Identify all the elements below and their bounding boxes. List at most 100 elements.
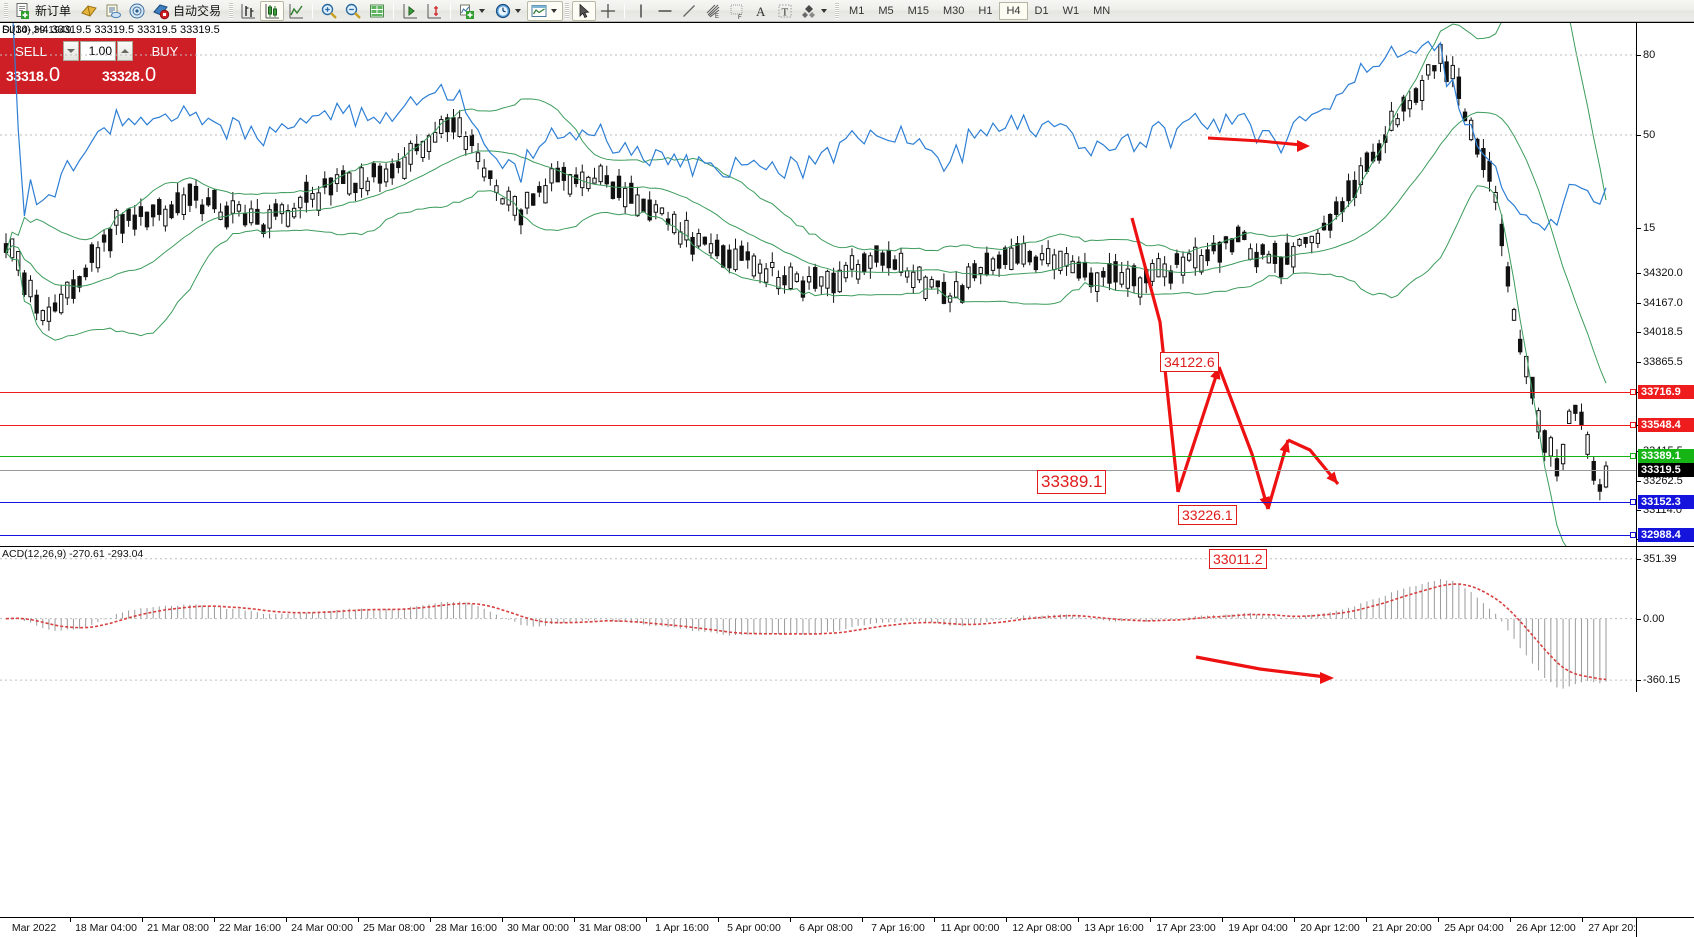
text-button[interactable]: A: [749, 1, 773, 21]
channel-button[interactable]: F: [725, 1, 749, 21]
label-button[interactable]: T: [773, 1, 797, 21]
bar-chart-button[interactable]: [236, 1, 260, 21]
level-handle-resistance-2[interactable]: [1630, 421, 1636, 428]
annotation-label[interactable]: 33226.1: [1178, 505, 1237, 525]
tile-windows-button[interactable]: [365, 1, 389, 21]
scroll-end-button[interactable]: [398, 1, 422, 21]
level-line-resistance-1[interactable]: [0, 391, 1636, 393]
time-tick-label: 6 Apr 08:00: [799, 922, 853, 934]
rsi-pane[interactable]: SI(14) 39.1949 80 50 15: [0, 22, 1694, 247]
time-tick: [214, 918, 215, 922]
timeframe-button-d1[interactable]: D1: [1034, 4, 1049, 17]
rsi-chart-svg: [0, 23, 1636, 232]
time-tick: [502, 918, 503, 922]
toolbar-grip-2[interactable]: [229, 2, 234, 19]
rsi-axis[interactable]: 80 50 15: [1636, 23, 1694, 247]
timeframe-button-m5[interactable]: M5: [878, 4, 894, 17]
price-pane[interactable]: 35521.535373.035220.035071.534918.534770…: [0, 22, 1694, 546]
candlestick-chart-button[interactable]: [260, 0, 285, 21]
annotation-label[interactable]: 33011.2: [1209, 549, 1267, 569]
auto-trading-button[interactable]: 自动交易: [149, 1, 227, 21]
timeframe-button-h4[interactable]: H4: [999, 1, 1028, 20]
toolbar-grip-4[interactable]: [835, 2, 840, 19]
indicators-dropdown-caret[interactable]: [479, 8, 486, 13]
chart-shift-button[interactable]: [422, 1, 446, 21]
macd-trend-arrow[interactable]: [1195, 655, 1334, 684]
toolbar-grip[interactable]: [4, 2, 8, 19]
period-button[interactable]: [491, 1, 527, 21]
new-order-icon: [14, 2, 32, 20]
level-line-resistance-2[interactable]: [0, 424, 1636, 426]
timeframe-button-m30[interactable]: M30: [943, 4, 965, 17]
level-handle-resistance-1[interactable]: [1630, 388, 1636, 395]
cursor-button[interactable]: [572, 0, 597, 21]
chart-container[interactable]: 35521.535373.035220.035071.534918.534770…: [0, 22, 1694, 937]
macd-axis[interactable]: 351.39 0.00 -360.15: [1636, 547, 1694, 692]
buy-price[interactable]: 33328.0: [96, 64, 196, 94]
shapes-button[interactable]: [797, 1, 833, 21]
shapes-icon: [800, 2, 818, 20]
time-tick-label: 5 Apr 00:00: [727, 922, 781, 934]
timeframe-button-h1[interactable]: H1: [978, 4, 993, 17]
level-handle-support-2[interactable]: [1630, 531, 1636, 538]
time-tick: [718, 918, 719, 922]
annotation-label[interactable]: 34122.6: [1160, 352, 1219, 372]
level-line-current-price[interactable]: [0, 469, 1636, 471]
macd-tick: [1637, 680, 1641, 682]
price-tag-pivot[interactable]: 33389.1: [1638, 448, 1694, 463]
volume-stepper[interactable]: 1.00: [62, 38, 134, 64]
time-tick-label: 31 Mar 08:00: [579, 922, 641, 934]
indicators-button[interactable]: [455, 1, 491, 21]
toolbar-grip-3[interactable]: [565, 2, 570, 19]
crosshair-button[interactable]: [596, 1, 620, 21]
navigator-button[interactable]: [125, 1, 149, 21]
timeframe-button-m1[interactable]: M1: [849, 4, 865, 17]
level-handle-support-1[interactable]: [1630, 499, 1636, 506]
zoom-in-button[interactable]: [317, 1, 341, 21]
data-window-button[interactable]: [101, 1, 125, 21]
volume-decrease-button[interactable]: [63, 41, 79, 61]
trendline-button[interactable]: [677, 1, 701, 21]
price-tag-support-2[interactable]: 32988.4: [1638, 527, 1694, 542]
sell-button[interactable]: SELL: [0, 38, 62, 64]
timeframe-button-m15[interactable]: M15: [907, 4, 929, 17]
new-order-button[interactable]: 新订单: [11, 1, 77, 21]
candlestick-chart-icon: [263, 2, 281, 20]
level-line-support-2[interactable]: [0, 534, 1636, 536]
level-handle-pivot[interactable]: [1630, 452, 1636, 459]
time-axis[interactable]: Mar 2022 18 Mar 04:00 21 Mar 08:00 22 Mar 1…: [0, 917, 1655, 937]
timeframe-button-w1[interactable]: W1: [1062, 4, 1080, 17]
time-tick-label: 30 Mar 00:00: [507, 922, 569, 934]
rsi-trend-arrow[interactable]: [1207, 136, 1310, 152]
trend-arrows[interactable]: [1130, 217, 1340, 510]
data-window-icon: [104, 2, 122, 20]
price-tag-support-1[interactable]: 33152.3: [1638, 495, 1694, 510]
navigator-icon: [128, 2, 146, 20]
templates-dropdown-caret[interactable]: [551, 8, 558, 13]
shapes-dropdown-caret[interactable]: [821, 8, 828, 13]
templates-button[interactable]: [527, 0, 564, 21]
volume-increase-button[interactable]: [117, 41, 133, 61]
macd-histogram: [11, 579, 1607, 689]
price-tag-resistance-2[interactable]: 33548.4: [1638, 417, 1694, 432]
price-tick: [1637, 273, 1641, 275]
crosshair-icon: [599, 2, 617, 20]
annotation-label[interactable]: 33389.1: [1037, 470, 1107, 494]
level-line-pivot[interactable]: [0, 455, 1636, 457]
macd-pane[interactable]: ACD(12,26,9) -270.61 -293.04 351.39 0.00 -…: [0, 546, 1694, 692]
fibonacci-button[interactable]: E: [701, 1, 725, 21]
bollinger-middle-band: [5, 111, 1607, 384]
price-tag-resistance-1[interactable]: 33716.9: [1638, 384, 1694, 399]
horizontal-line-button[interactable]: [653, 1, 677, 21]
line-chart-button[interactable]: [284, 1, 308, 21]
expert-advisor-button[interactable]: [77, 1, 101, 21]
level-line-support-1[interactable]: [0, 502, 1636, 504]
time-tick: [790, 918, 791, 922]
rsi-tick: [1637, 135, 1641, 136]
price-tag-current-price[interactable]: 33319.5: [1638, 462, 1694, 477]
period-dropdown-caret[interactable]: [515, 8, 522, 13]
vertical-line-button[interactable]: [629, 1, 653, 21]
zoom-out-button[interactable]: [341, 1, 365, 21]
time-tick: [646, 918, 647, 922]
timeframe-button-mn[interactable]: MN: [1093, 4, 1111, 17]
